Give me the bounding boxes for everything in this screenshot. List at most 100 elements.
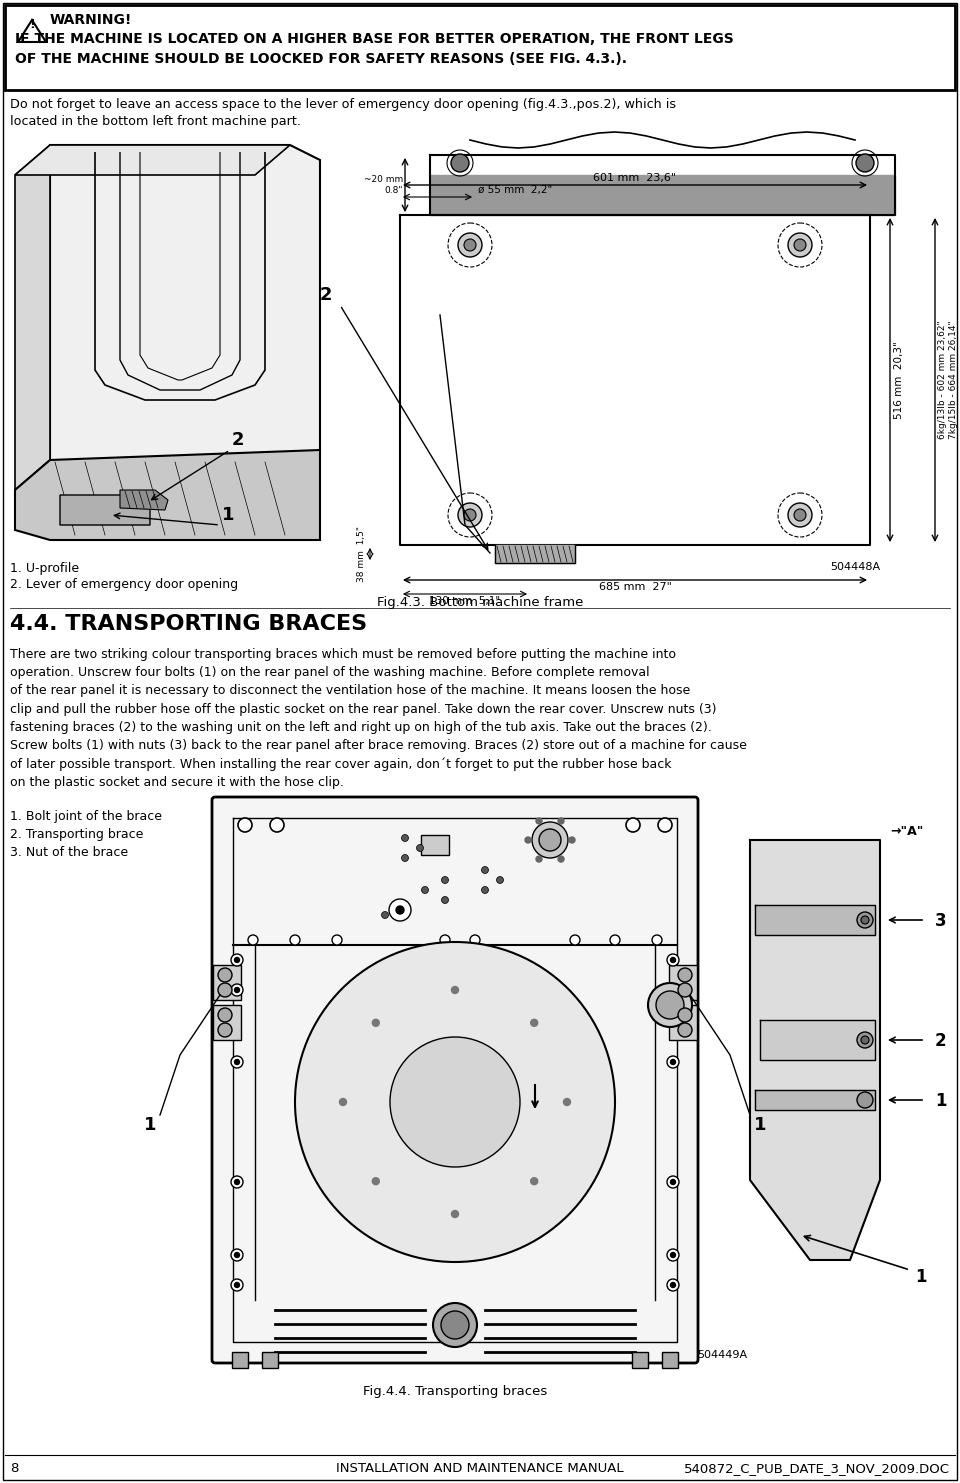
Circle shape [290,934,300,945]
Circle shape [482,866,489,873]
Circle shape [670,1179,676,1185]
Text: 504449A: 504449A [697,1350,747,1360]
Circle shape [670,1253,676,1258]
Text: ~20 mm
0.8": ~20 mm 0.8" [364,175,403,196]
Circle shape [667,1056,679,1068]
Circle shape [558,819,564,825]
Text: 1. U-profile: 1. U-profile [10,562,79,575]
Circle shape [539,829,561,851]
Circle shape [626,819,640,832]
Circle shape [372,1019,379,1026]
Bar [5,4,955,90]
Bar [232,1352,248,1367]
Circle shape [441,1311,469,1339]
Text: →"A": →"A" [890,825,924,838]
Text: 6kg/13lb - 602 mm 23,62"
7kg/15lb - 664 mm 26,14": 6kg/13lb - 602 mm 23,62" 7kg/15lb - 664 … [938,320,958,439]
Circle shape [532,822,568,859]
Circle shape [372,1178,379,1185]
Circle shape [464,509,476,521]
Circle shape [464,239,476,251]
Text: 2. Transporting brace: 2. Transporting brace [10,828,143,841]
Circle shape [536,856,542,862]
Bar [262,1352,278,1367]
Text: 1: 1 [754,1117,766,1134]
Circle shape [231,1056,243,1068]
Text: 38 mm  1,5": 38 mm 1,5" [357,526,366,581]
Circle shape [678,1023,692,1037]
Circle shape [857,912,873,928]
Circle shape [381,912,389,918]
Circle shape [451,986,459,994]
Circle shape [390,1037,520,1167]
Circle shape [794,509,806,521]
Circle shape [218,1023,232,1037]
Text: 2. Lever of emergency door opening: 2. Lever of emergency door opening [10,578,238,592]
Text: 4.4. TRANSPORTING BRACES: 4.4. TRANSPORTING BRACES [10,614,367,635]
Circle shape [218,983,232,997]
Circle shape [218,1008,232,1022]
Circle shape [401,854,409,862]
Bar [662,1352,678,1367]
Circle shape [401,835,409,841]
Text: INSTALLATION AND MAINTENANCE MANUAL: INSTALLATION AND MAINTENANCE MANUAL [336,1462,624,1476]
Text: 3. Nut of the brace: 3. Nut of the brace [10,845,128,859]
Circle shape [340,1099,347,1105]
Circle shape [231,954,243,965]
Circle shape [396,906,404,914]
Circle shape [238,819,252,832]
Circle shape [231,985,243,997]
Circle shape [667,1278,679,1292]
Text: WARNING!: WARNING! [50,13,132,27]
Text: Do not forget to leave an access space to the lever of emergency door opening (f: Do not forget to leave an access space t… [10,98,676,111]
Circle shape [433,1304,477,1347]
Text: 540872_C_PUB_DATE_3_NOV_2009.DOC: 540872_C_PUB_DATE_3_NOV_2009.DOC [684,1462,950,1476]
Text: 601 mm  23,6": 601 mm 23,6" [593,174,677,182]
Circle shape [564,1099,570,1105]
Circle shape [610,934,620,945]
Circle shape [857,1091,873,1108]
Circle shape [482,887,489,893]
Text: 685 mm  27": 685 mm 27" [599,581,671,592]
Circle shape [558,856,564,862]
Text: 1. Bolt joint of the brace: 1. Bolt joint of the brace [10,810,162,823]
Circle shape [678,968,692,982]
Text: 2: 2 [232,432,245,449]
Circle shape [231,1278,243,1292]
Text: 130 mm  5,1": 130 mm 5,1" [429,596,500,607]
Text: OF THE MACHINE SHOULD BE LOOCKED FOR SAFETY REASONS (SEE FIG. 4.3.).: OF THE MACHINE SHOULD BE LOOCKED FOR SAF… [15,52,627,67]
Circle shape [234,958,239,962]
Circle shape [458,233,482,257]
Circle shape [525,836,531,842]
Text: ø 55 mm  2,2": ø 55 mm 2,2" [478,185,552,194]
Circle shape [667,954,679,965]
Text: 1: 1 [222,506,234,523]
Text: 1: 1 [935,1091,947,1109]
Polygon shape [15,145,50,489]
Text: Fig.4.4. Transporting braces: Fig.4.4. Transporting braces [363,1385,547,1398]
Circle shape [861,1037,869,1044]
Polygon shape [755,1090,875,1109]
Circle shape [389,899,411,921]
Polygon shape [755,905,875,934]
Polygon shape [15,449,320,540]
Circle shape [231,1176,243,1188]
Circle shape [658,819,672,832]
Polygon shape [120,489,168,510]
Text: "A": "A" [498,1065,521,1078]
Circle shape [234,1059,239,1065]
Circle shape [451,1210,459,1218]
Circle shape [332,934,342,945]
Circle shape [234,1179,239,1185]
Circle shape [218,968,232,982]
Circle shape [421,887,428,893]
Text: 1: 1 [144,1117,156,1134]
Circle shape [470,934,480,945]
Polygon shape [760,1020,875,1060]
Text: 2: 2 [320,286,332,304]
Text: There are two striking colour transporting braces which must be removed before p: There are two striking colour transporti… [10,648,747,789]
Circle shape [667,1249,679,1261]
Circle shape [442,876,448,884]
Circle shape [458,503,482,526]
Circle shape [670,988,676,992]
Circle shape [569,836,575,842]
